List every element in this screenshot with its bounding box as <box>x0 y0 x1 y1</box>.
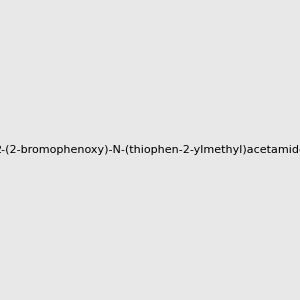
Text: 2-(2-bromophenoxy)-N-(thiophen-2-ylmethyl)acetamide: 2-(2-bromophenoxy)-N-(thiophen-2-ylmethy… <box>0 145 300 155</box>
